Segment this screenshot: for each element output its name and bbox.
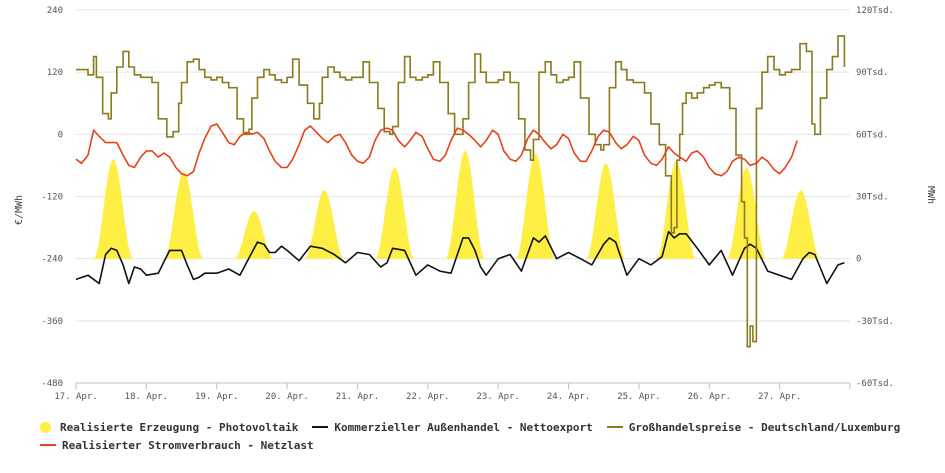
legend-label-photovoltaik: Realisierte Erzeugung - Photovoltaik [60, 420, 299, 434]
pv-peak-2 [234, 211, 274, 259]
x-tick-3: 20. Apr. [265, 392, 308, 402]
pv-peak-10 [781, 190, 821, 259]
x-tick-10: 27. Apr. [758, 392, 801, 402]
y-tick-right-2: 60Tsd. [856, 130, 889, 140]
x-tick-5: 22. Apr. [406, 392, 449, 402]
pv-peak-0 [93, 159, 133, 259]
x-tick-6: 23. Apr. [477, 392, 520, 402]
y-tick-left-6: -480 [41, 379, 63, 389]
y-tick-right-3: 30Tsd. [856, 193, 889, 203]
x-tick-9: 26. Apr. [688, 392, 731, 402]
load-line [75, 123, 798, 177]
y-axis-right-title: MWh [925, 186, 936, 204]
pv-peak-5 [445, 150, 485, 259]
legend-item-grosshandelspreise[interactable]: Großhandelspreise - Deutschland/Luxembur… [606, 420, 901, 434]
y-tick-left-5: -360 [41, 317, 63, 327]
x-tick-7: 24. Apr. [547, 392, 590, 402]
y-tick-right-6: -60Tsd. [856, 379, 894, 389]
x-tick-2: 19. Apr. [195, 392, 238, 402]
legend-row-2: Realisierter Stromverbrauch - Netzlast [40, 436, 940, 454]
legend-item-photovoltaik[interactable]: Realisierte Erzeugung - Photovoltaik [40, 421, 298, 434]
y-tick-left-4: -240 [41, 255, 63, 265]
export-line [75, 230, 845, 285]
y-tick-right-4: 0 [856, 255, 861, 265]
x-tick-0: 17. Apr. [54, 392, 97, 402]
legend-item-nettoexport[interactable]: Kommerzieller Außenhandel - Nettoexport [312, 420, 593, 434]
legend-item-netzlast[interactable]: Realisierter Stromverbrauch - Netzlast [40, 439, 314, 452]
y-tick-right-5: -30Tsd. [856, 317, 894, 327]
x-tick-1: 18. Apr. [125, 392, 168, 402]
x-tick-8: 25. Apr. [617, 392, 660, 402]
pv-peak-4 [375, 167, 415, 259]
x-tick-4: 21. Apr. [336, 392, 379, 402]
legend-row-1: Realisierte Erzeugung - Photovoltaik Kom… [40, 418, 940, 436]
y-axis-left-title: €/MWh [14, 195, 25, 225]
axes: 240 120Tsd. 120 90Tsd. 0 60Tsd. -120 30Tsd. -240… [41, 6, 894, 402]
legend-label-netzlast: Realisierter Stromverbrauch - Netzlast [62, 438, 314, 452]
price-line [76, 35, 846, 348]
line-series [75, 35, 846, 348]
legend-swatch-nettoexport [312, 426, 329, 428]
pv-peak-1 [164, 171, 204, 259]
y-tick-left-3: -120 [41, 193, 63, 203]
y-tick-right-0: 120Tsd. [856, 6, 894, 16]
legend: Realisierte Erzeugung - Photovoltaik Kom… [40, 418, 940, 454]
legend-swatch-photovoltaik [40, 421, 51, 433]
y-tick-left-1: 120 [47, 68, 63, 78]
legend-label-grosshandelspreise: Großhandelspreise - Deutschland/Luxembur… [628, 420, 901, 434]
pv-peak-6 [515, 153, 556, 259]
pv-peak-7 [586, 163, 626, 259]
pv-series [93, 150, 821, 259]
legend-label-nettoexport: Kommerzieller Außenhandel - Nettoexport [334, 420, 593, 434]
legend-swatch-netzlast [40, 444, 56, 446]
y-tick-right-1: 90Tsd. [856, 68, 889, 78]
pv-peak-3 [304, 190, 345, 259]
y-tick-left-0: 240 [47, 6, 63, 16]
legend-swatch-grosshandelspreise [606, 426, 623, 428]
y-tick-left-2: 0 [58, 130, 63, 140]
